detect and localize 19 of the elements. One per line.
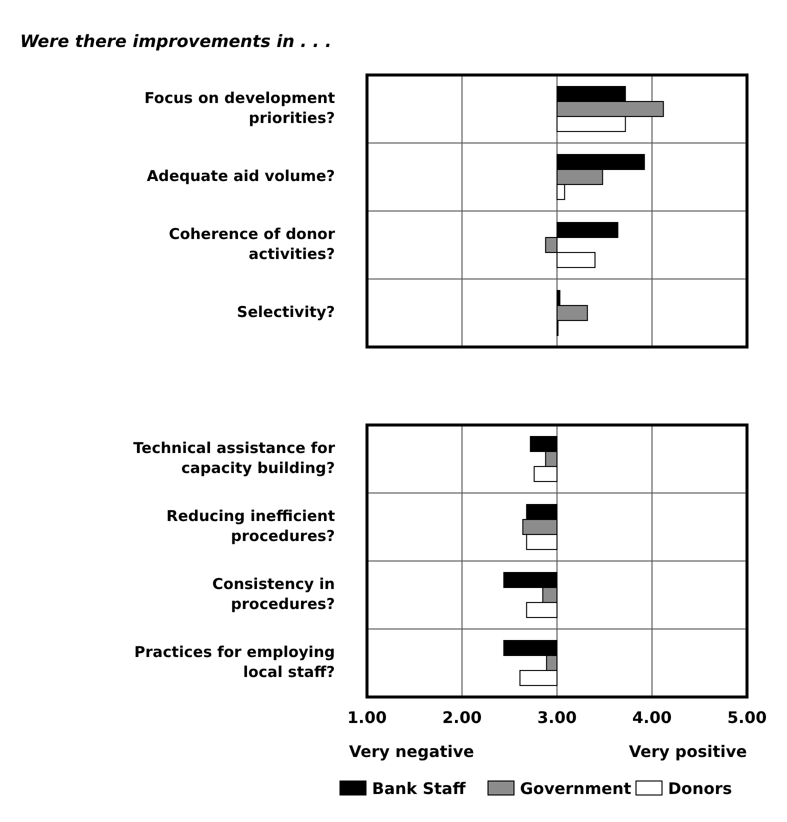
x-tick-label: 5.00 <box>727 708 767 727</box>
x-tick-label: 2.00 <box>442 708 482 727</box>
text: Very negative <box>349 742 474 761</box>
category-label: Adequate aid volume? <box>146 167 335 186</box>
text: Very positive <box>628 742 748 761</box>
category-label: Selectivity? <box>236 303 335 322</box>
category-label: Consistency in procedures? <box>212 575 335 614</box>
legend-label: Donors <box>668 779 732 798</box>
category-label: Focus on development priorities? <box>144 89 335 128</box>
x-tick-label: 1.00 <box>347 708 387 727</box>
category-label: Technical assistance for capacity building? <box>133 439 335 478</box>
x-tick-label: 4.00 <box>632 708 672 727</box>
category-label: Reducing inefficient procedures? <box>166 507 335 546</box>
legend-label: Government <box>520 779 632 798</box>
category-label: Practices for employing local staff? <box>134 643 335 682</box>
category-label: Coherence of donor activities? <box>168 225 335 264</box>
text: Were there improvements in . . . <box>20 32 332 52</box>
legend-label: Bank Staff <box>372 779 467 798</box>
x-tick-label: 3.00 <box>537 708 577 727</box>
